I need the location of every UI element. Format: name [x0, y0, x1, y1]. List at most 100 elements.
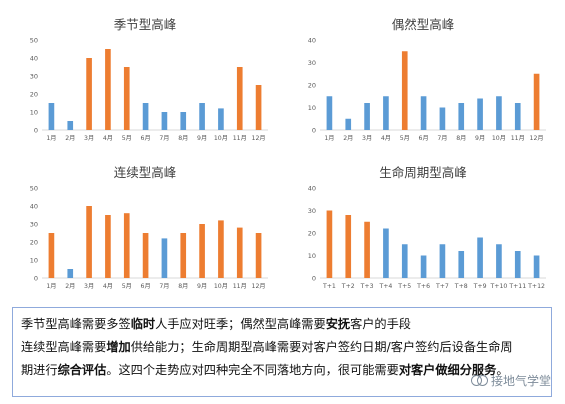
x-tick-label: T+12 [527, 283, 545, 290]
bar [420, 255, 427, 278]
y-tick-label: 50 [30, 185, 38, 193]
bar [105, 49, 111, 130]
x-tick-label: 8月 [456, 135, 466, 142]
x-tick-label: 10月 [214, 135, 228, 142]
y-tick-label: 0 [34, 127, 38, 135]
y-tick-label: 40 [308, 37, 316, 45]
x-tick-label: 3月 [84, 283, 94, 290]
bar [326, 96, 333, 130]
bar [105, 215, 111, 278]
x-tick-label: 9月 [475, 135, 485, 142]
y-tick-label: 20 [30, 91, 38, 99]
x-tick-label: 4月 [381, 135, 391, 142]
bar [142, 103, 149, 130]
chart-continuous: 连续型高峰 0 10 20 30 40 50 1月 2月 3月 4月 5月 6月 7月 8月 9月 10月 11月… [14, 160, 276, 300]
x-tick-label: 2月 [65, 135, 75, 142]
bar [533, 73, 540, 130]
chart-accidental: 偶然型高峰 0 10 20 30 40 1月 2月 3月 4月 5月 6月 7月 8月 9月 10月 11月 12… [292, 12, 554, 152]
bar [142, 233, 149, 278]
bar [199, 103, 205, 130]
chart-accidental-svg: 偶然型高峰 0 10 20 30 40 1月 2月 3月 4月 5月 6月 7月 8月 9月 10月 11月 12… [308, 17, 546, 142]
x-tick-label: 9月 [197, 283, 207, 290]
bar [255, 85, 262, 130]
y-tick-label: 10 [30, 257, 38, 265]
caption-line3-segment: 。 [496, 363, 509, 377]
x-tick-label: T+10 [489, 283, 507, 290]
x-tick-label: 10月 [492, 135, 506, 142]
x-tick-label: 1月 [46, 283, 56, 290]
y-tick-label: 40 [308, 185, 316, 193]
bar [496, 96, 502, 130]
x-tick-label: 11月 [233, 135, 247, 142]
bar [477, 237, 483, 278]
caption-line1-segment: 人手应对旺季；偶然型高峰需要 [155, 317, 326, 331]
watermark-text: 接地气学堂 [490, 374, 551, 388]
bar [199, 224, 205, 278]
x-tick-label: 1月 [46, 135, 56, 142]
chart-seasonal: 季节型高峰 0 10 20 30 40 50 1月 2月 3月 4月 5月 6月 7月 8月 9月 10月 11月… [14, 12, 276, 152]
x-tick-label: 11月 [511, 135, 525, 142]
x-tick-label: 5月 [122, 283, 132, 290]
bar [383, 228, 389, 278]
bar [364, 103, 370, 130]
chart-title: 季节型高峰 [114, 17, 177, 32]
bar [255, 233, 262, 278]
caption-box: 季节型高峰需要多签临时人手应对旺季；偶然型高峰需要安抚客户的手段 连续型高峰需要… [12, 307, 552, 397]
x-tick-label: 2月 [343, 135, 353, 142]
chart-title: 偶然型高峰 [392, 17, 455, 32]
caption-line-3: 期进行综合评估。这四个走势应对四种完全不同落地方向，很可能需要对客户做细分服务。 [21, 359, 545, 382]
bar [401, 51, 408, 130]
y-tick-label: 40 [30, 203, 38, 211]
x-tick-label: 10月 [214, 283, 228, 290]
chart-title: 生命周期型高峰 [379, 165, 467, 180]
caption-line1-segment: 安抚 [325, 317, 351, 331]
x-tick-label: 4月 [103, 283, 113, 290]
caption-line-2: 连续型高峰需要增加供给能力；生命周期型高峰需要对客户签约日期/客户签约后设备生命… [21, 336, 545, 359]
bar [86, 206, 92, 278]
y-tick-label: 10 [308, 104, 316, 112]
x-tick-label: 5月 [400, 135, 410, 142]
x-tick-label: 12月 [252, 283, 266, 290]
x-tick-label: T+6 [416, 283, 430, 290]
bar [218, 220, 224, 278]
y-tick-label: 0 [34, 275, 38, 283]
y-tick-label: 10 [308, 252, 316, 260]
wechat-logo-icon [470, 374, 488, 387]
watermark: 接地气学堂 [470, 372, 551, 389]
chart-lifecycle: 生命周期型高峰 0 10 20 30 40 T+1 T+2 T+3 T+4 T+5 T+6 T+7 T+8… [292, 160, 554, 300]
bar [161, 112, 168, 130]
bar [345, 118, 352, 130]
y-tick-label: 30 [308, 59, 316, 67]
x-tick-label: 6月 [141, 283, 151, 290]
bar [180, 233, 187, 278]
bar [123, 213, 130, 278]
chart-seasonal-svg: 季节型高峰 0 10 20 30 40 50 1月 2月 3月 4月 5月 6月 7月 8月 9月 10月 11月… [30, 17, 268, 142]
bar [180, 112, 187, 130]
y-tick-label: 40 [30, 55, 38, 63]
bar [533, 255, 540, 278]
x-tick-label: 8月 [178, 283, 188, 290]
bar [218, 108, 224, 130]
x-tick-label: 7月 [159, 283, 169, 290]
bar [67, 269, 74, 278]
bar [123, 67, 130, 130]
x-tick-label: 4月 [103, 135, 113, 142]
bar [326, 210, 333, 278]
bar [48, 233, 55, 278]
bar [345, 215, 352, 278]
y-tick-label: 30 [30, 73, 38, 81]
x-tick-label: T+7 [435, 283, 449, 290]
y-tick-label: 10 [30, 109, 38, 117]
y-tick-label: 20 [308, 230, 316, 238]
x-tick-label: T+4 [378, 283, 392, 290]
x-tick-label: 12月 [530, 135, 544, 142]
chart-title: 连续型高峰 [114, 165, 177, 180]
caption-line1-segment: 季节型高峰需要多签 [21, 317, 131, 331]
x-tick-label: T+11 [508, 283, 526, 290]
caption-line3-segment: 。这四个走势应对四种完全不同落地方向，很可能需要 [106, 363, 399, 377]
x-tick-label: 5月 [122, 135, 132, 142]
x-tick-label: T+9 [473, 283, 487, 290]
bar [420, 96, 427, 130]
chart-lifecycle-svg: 生命周期型高峰 0 10 20 30 40 T+1 T+2 T+3 T+4 T+5 T+6 T+7 T+8… [308, 165, 546, 290]
x-tick-label: 11月 [233, 283, 247, 290]
